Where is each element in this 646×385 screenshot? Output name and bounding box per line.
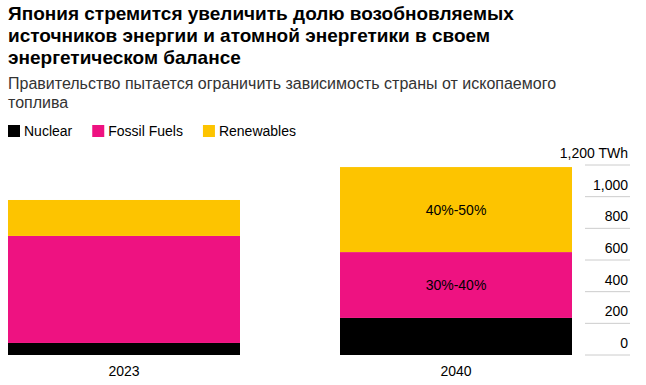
bar-segment: [340, 252, 572, 318]
annotation: 30%-40%: [426, 277, 487, 293]
tick-mark: [585, 291, 630, 292]
legend-label: Nuclear: [24, 123, 73, 139]
tick-label: 800: [605, 208, 629, 224]
x-axis: 2023 2040: [108, 363, 471, 379]
bar-segment: [8, 236, 240, 343]
tick-mark: [585, 165, 630, 166]
legend-swatch: [92, 125, 104, 137]
bar-segment: [340, 167, 572, 252]
tick-mark: [585, 260, 630, 261]
tick-mark: [585, 355, 630, 356]
text-line: источников энергии и атомной энергетики …: [8, 25, 490, 46]
chart: Япония стремится увеличить долю возобнов…: [0, 0, 646, 385]
legend-swatch: [203, 125, 215, 137]
tick-mark: [585, 228, 630, 229]
bar-segment: [8, 200, 240, 236]
title: Япония стремится увеличить долю возобнов…: [8, 3, 514, 68]
tick-label: 400: [605, 272, 629, 288]
tick-mark: [585, 196, 630, 197]
tick-label: 600: [605, 240, 629, 256]
annotation: 40%-50%: [426, 202, 487, 218]
text-line: топлива: [8, 94, 68, 111]
legend: Nuclear Fossil Fuels Renewables: [8, 123, 296, 139]
tick-label: 0: [620, 335, 628, 351]
tick-mark: [585, 323, 630, 324]
bars: [8, 167, 572, 355]
category-label: 2023: [108, 363, 139, 379]
tick-label: 200: [605, 303, 629, 319]
text-line: Япония стремится увеличить долю возобнов…: [8, 3, 514, 24]
bar-segment: [8, 343, 240, 355]
tick-label: 1,000: [593, 177, 628, 193]
legend-swatch: [8, 125, 20, 137]
legend-label: Fossil Fuels: [108, 123, 183, 139]
legend-label: Renewables: [219, 123, 296, 139]
category-label: 2040: [440, 363, 471, 379]
text-line: Правительство пытается ограничить зависи…: [8, 75, 556, 92]
annotations: 30%-40% 40%-50%: [426, 202, 487, 293]
text-line: энергетическом балансе: [8, 47, 241, 68]
subtitle: Правительство пытается ограничить зависи…: [8, 75, 556, 111]
bar-segment: [340, 318, 572, 355]
tick-label: 1,200 TWh: [560, 145, 628, 161]
